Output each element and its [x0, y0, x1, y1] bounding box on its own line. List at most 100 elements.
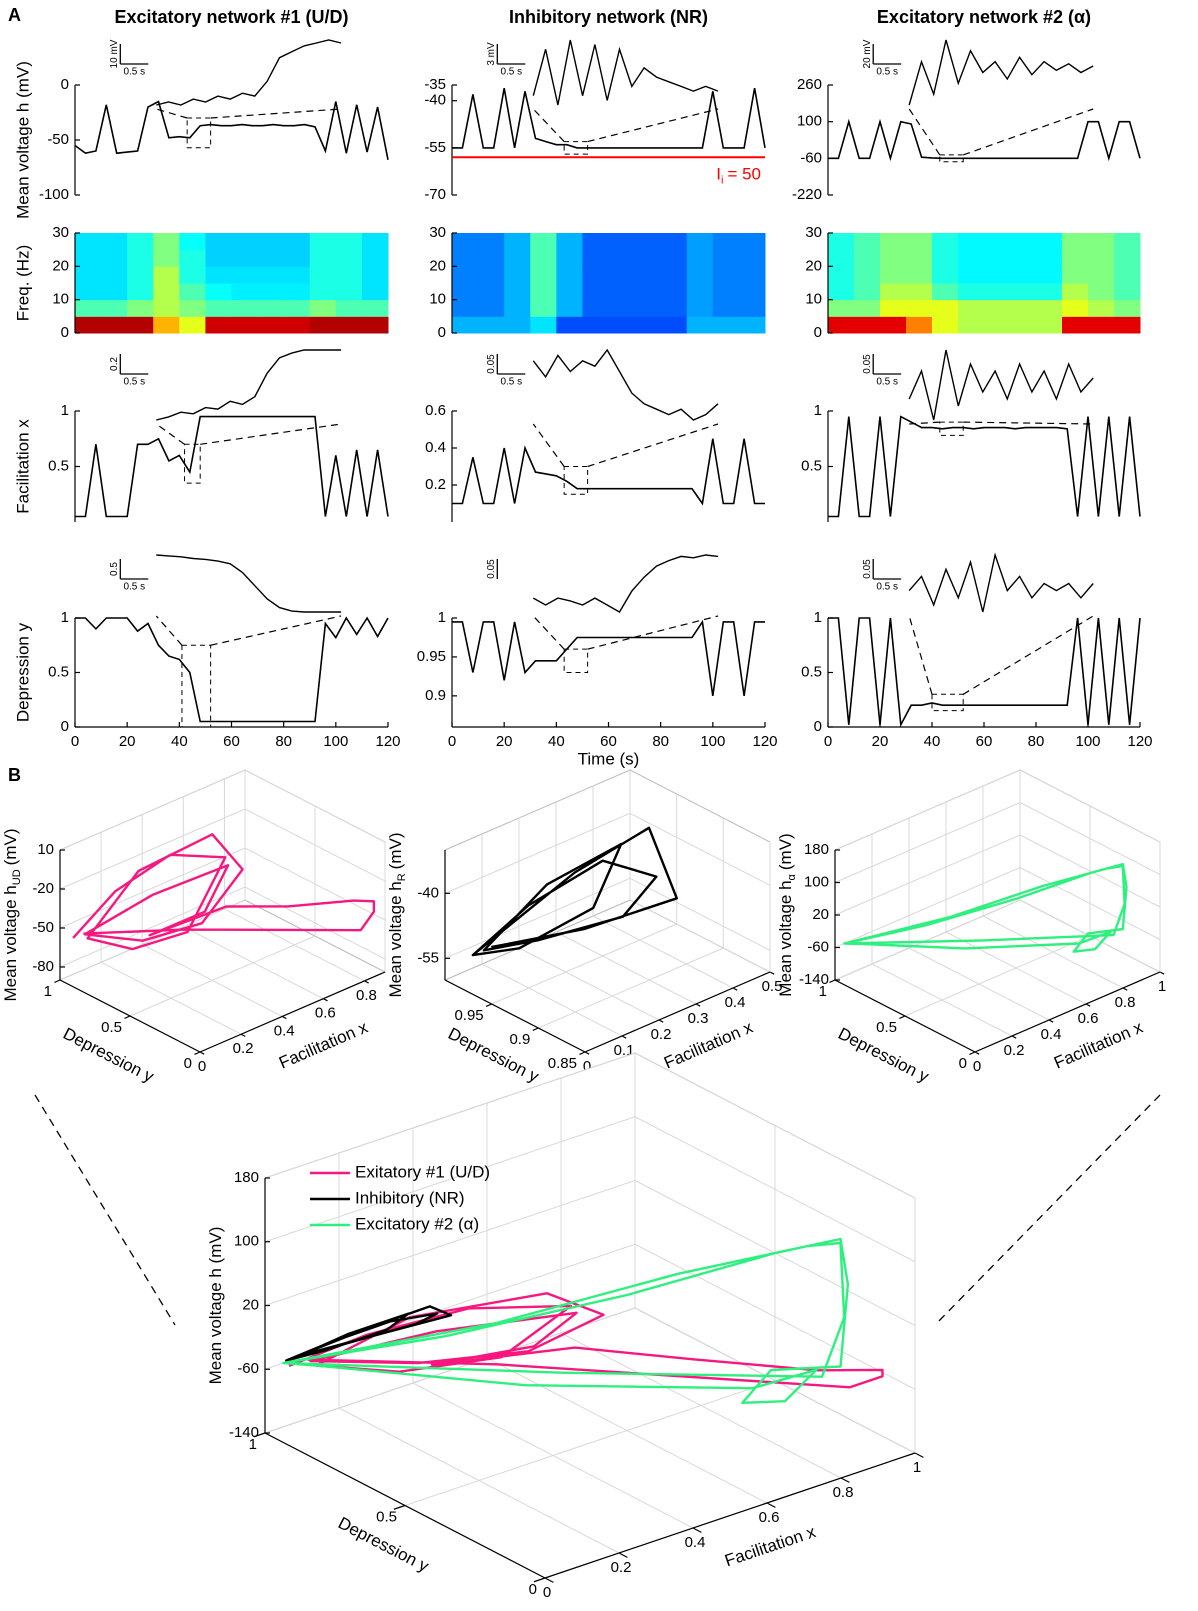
y-axis	[444, 979, 586, 1053]
heat-cell	[75, 266, 102, 284]
heat-cell	[880, 283, 907, 301]
trace	[828, 118, 1141, 162]
heat-cell	[452, 266, 479, 284]
heat-cell	[1062, 316, 1089, 334]
heat-cell	[958, 233, 985, 251]
y-tick-label: 0.9	[425, 687, 446, 704]
trace	[828, 617, 1141, 728]
heat-cell	[478, 283, 505, 301]
grid-line	[244, 886, 386, 960]
heat-cell	[984, 249, 1011, 267]
heat-cell	[634, 299, 662, 317]
reference-label-sub: i	[721, 174, 723, 186]
heat-cell	[906, 266, 933, 284]
heat-cell	[309, 233, 337, 251]
x-tick-label: 0.2	[651, 1026, 672, 1043]
heat-cell	[880, 249, 907, 267]
heat-cell	[504, 249, 531, 267]
heat-cell	[932, 316, 959, 334]
trajectory	[282, 1237, 850, 1405]
heat-cell	[556, 266, 583, 284]
grid-line	[1019, 834, 1161, 908]
inset-trace	[156, 39, 342, 106]
grid-line	[555, 931, 697, 1005]
trace	[74, 100, 389, 160]
heat-cell	[179, 283, 206, 301]
heat-cell	[1114, 316, 1141, 334]
heat-cell	[906, 299, 933, 317]
y-tick-label: 20	[429, 257, 446, 274]
x-tick	[840, 1477, 850, 1483]
heat-cell	[712, 299, 740, 317]
x-tick	[1122, 987, 1128, 991]
y-tick-label: 0.5	[101, 1019, 122, 1036]
x-tick	[584, 1051, 590, 1055]
heat-cell	[712, 249, 740, 267]
reference-label: Ii = 50	[716, 165, 761, 186]
heat-cell	[660, 233, 688, 251]
heat-cell	[958, 299, 985, 317]
y-tick-label: 0	[61, 718, 69, 735]
x-tick-label: 0.8	[833, 1484, 854, 1501]
y-axis-label: Depression y	[13, 622, 32, 722]
x-tick-label: 40	[171, 733, 188, 750]
y-axis	[264, 1432, 546, 1579]
heat-cell	[452, 316, 479, 334]
heat-cell	[101, 249, 128, 267]
heat-cell	[556, 299, 583, 317]
x-tick	[1159, 971, 1165, 975]
heat-cell	[738, 316, 766, 334]
grid-line	[629, 877, 771, 951]
z-axis-label-unit: (mV)	[1, 829, 20, 866]
heat-cell	[854, 266, 881, 284]
heat-cell	[932, 249, 959, 267]
scale-label: 3 mV	[486, 42, 497, 66]
heat-cell	[1088, 316, 1115, 334]
y-tick-label: 0.5	[376, 1508, 397, 1525]
x-tick-label: 0	[543, 1584, 551, 1601]
heat-cell	[153, 249, 180, 267]
heat-cell	[984, 316, 1011, 334]
x-tick-label: 0	[583, 1058, 591, 1075]
heat-cell	[335, 266, 363, 284]
grid-line	[244, 769, 386, 843]
x-tick	[1048, 1019, 1054, 1023]
grid-line	[491, 923, 677, 1005]
y-tick-label: 0.2	[425, 476, 446, 493]
y-axis	[834, 979, 976, 1053]
scale-label: 10 mV	[109, 39, 120, 68]
y-tick	[899, 1015, 906, 1019]
heat-cell	[205, 266, 232, 284]
heat-cell	[1114, 249, 1141, 267]
x-tick-label: 100	[1075, 733, 1100, 750]
x-tick	[1085, 1003, 1091, 1007]
x-tick	[364, 980, 369, 984]
zoom-connector	[532, 615, 565, 650]
heat-cell	[309, 249, 337, 267]
z-axis-label-main: Mean voltage h	[776, 880, 795, 996]
heat-cell	[179, 233, 206, 251]
x-tick-label: 1	[1158, 978, 1166, 995]
heat-cell	[452, 233, 479, 251]
heat-cell	[335, 299, 363, 317]
heat-cell	[530, 316, 557, 334]
heat-cell	[906, 283, 933, 301]
heat-cell	[556, 316, 583, 334]
heat-cell	[257, 249, 285, 267]
heat-cell	[283, 249, 311, 267]
z-tick-label: -60	[807, 938, 829, 955]
heat-cell	[231, 266, 259, 284]
grid-line	[59, 886, 246, 968]
heat-cell	[906, 233, 933, 251]
heat-cell	[205, 299, 232, 317]
x-tick	[692, 1527, 702, 1533]
x-tick	[766, 1502, 776, 1508]
heat-cell	[1010, 266, 1037, 284]
heat-cell	[932, 283, 959, 301]
z-tick-label: 10	[37, 841, 54, 858]
heat-cell	[712, 233, 740, 251]
heat-cell	[75, 299, 102, 317]
heat-cell	[854, 316, 881, 334]
z-tick-label: 180	[234, 1169, 259, 1186]
heat-cell	[1036, 249, 1063, 267]
